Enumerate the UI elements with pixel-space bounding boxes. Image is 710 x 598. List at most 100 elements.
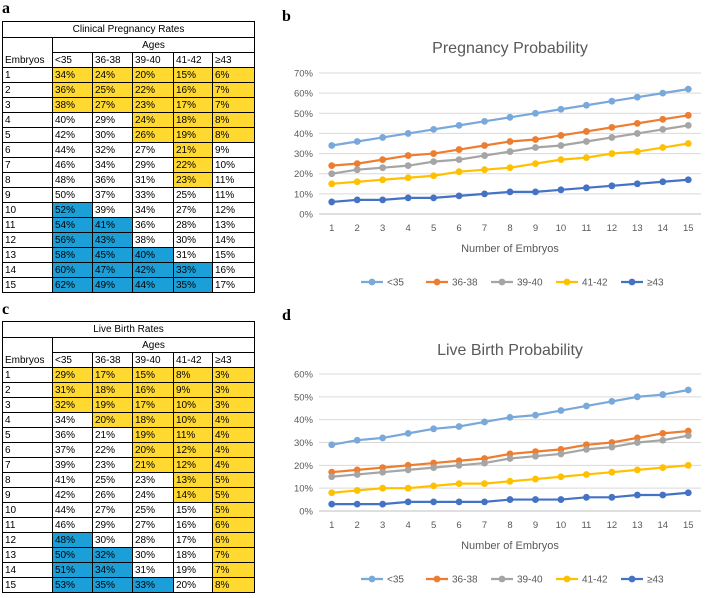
rate-cell: 33% <box>173 262 213 278</box>
data-point <box>353 166 361 174</box>
data-point <box>659 464 667 472</box>
data-point <box>532 496 539 503</box>
legend-label: 36-38 <box>452 575 478 586</box>
table-header-row: Embryos Ages <box>2 337 255 368</box>
data-point <box>608 468 616 476</box>
data-point <box>532 475 539 483</box>
x-tick-label: 13 <box>632 223 643 234</box>
x-tick-label: 1 <box>329 520 334 531</box>
rate-cell: 25% <box>92 82 133 98</box>
rate-cell: 22% <box>92 442 133 458</box>
table-row: 5 36% 21% 19% 11% 4% <box>2 427 255 443</box>
x-tick-label: 9 <box>533 520 538 531</box>
legend-label: ≥43 <box>647 575 664 586</box>
age-group-header: 41-42 <box>173 352 213 368</box>
data-point <box>353 178 361 186</box>
data-point <box>659 436 667 444</box>
rate-cell: 60% <box>52 262 93 278</box>
rate-cell: 48% <box>52 532 93 548</box>
data-point <box>455 423 463 430</box>
data-point <box>557 142 565 149</box>
table-row: 8 41% 25% 23% 13% 5% <box>2 472 255 488</box>
table-row: 6 37% 22% 20% 12% 4% <box>2 442 255 458</box>
age-group-header: 39-40 <box>132 52 174 68</box>
x-tick-label: 1 <box>329 223 334 234</box>
table-row: 14 60% 47% 42% 33% 16% <box>2 262 255 278</box>
data-point <box>506 496 514 503</box>
rate-cell: 42% <box>52 487 93 503</box>
rate-cell: 31% <box>132 172 174 188</box>
data-point <box>404 152 412 159</box>
legend-label: 36-38 <box>452 278 478 289</box>
data-point <box>481 480 488 487</box>
rate-cell: 4% <box>212 427 255 443</box>
rate-cell: 3% <box>212 367 255 383</box>
y-tick-label: 60% <box>294 370 314 381</box>
rate-cell: 42% <box>132 262 174 278</box>
data-point <box>328 162 336 170</box>
data-point <box>455 168 463 176</box>
y-tick-label: 40% <box>294 129 314 140</box>
rate-cell: 8% <box>212 112 255 128</box>
age-group-header: ≥43 <box>212 352 255 368</box>
data-point <box>659 178 667 186</box>
table-title: Clinical Pregnancy Rates <box>2 21 255 38</box>
data-point <box>328 500 336 508</box>
data-point <box>481 498 488 506</box>
rate-cell: 33% <box>132 577 174 593</box>
rate-cell: 11% <box>173 427 213 443</box>
x-axis-label: Number of Embryos <box>461 243 559 255</box>
y-tick-label: 20% <box>294 461 314 472</box>
legend-marker <box>433 278 441 286</box>
rate-cell: 21% <box>92 427 133 443</box>
rate-cell: 16% <box>173 82 213 98</box>
data-point <box>557 473 565 481</box>
legend-marker <box>368 575 376 583</box>
rate-cell: 48% <box>52 172 93 188</box>
x-tick-label: 5 <box>431 520 436 531</box>
rate-cell: 24% <box>132 112 174 128</box>
rate-cell: 43% <box>92 232 133 248</box>
legend-label: <35 <box>387 278 404 289</box>
table-row: 5 42% 30% 26% 19% 8% <box>2 127 255 143</box>
data-point <box>404 162 412 170</box>
x-tick-label: 10 <box>556 223 567 234</box>
embryo-count-cell: 8 <box>2 172 53 188</box>
table-row: 12 48% 30% 28% 17% 6% <box>2 532 255 548</box>
data-point <box>455 480 463 487</box>
data-point <box>404 484 412 492</box>
embryo-count-cell: 1 <box>2 367 53 383</box>
x-tick-label: 14 <box>658 223 669 234</box>
table-row: 13 50% 32% 30% 18% 7% <box>2 547 255 563</box>
rate-cell: 24% <box>92 67 133 83</box>
table-title: Live Birth Rates <box>2 321 255 338</box>
table-row: 11 54% 41% 36% 28% 13% <box>2 217 255 233</box>
rate-cell: 16% <box>212 262 255 278</box>
embryo-count-cell: 15 <box>2 277 53 293</box>
table-row: 14 51% 34% 31% 19% 7% <box>2 562 255 578</box>
rate-cell: 27% <box>132 517 174 533</box>
rate-cell: 4% <box>212 457 255 473</box>
data-point <box>684 432 692 440</box>
rate-cell: 21% <box>173 142 213 158</box>
embryos-header: Embryos <box>2 37 53 68</box>
y-tick-label: 10% <box>294 189 314 200</box>
y-tick-label: 20% <box>294 169 314 180</box>
rate-cell: 11% <box>212 187 255 203</box>
rate-cell: 22% <box>173 157 213 173</box>
rate-cell: 36% <box>52 82 93 98</box>
embryo-count-cell: 12 <box>2 532 53 548</box>
data-point <box>481 190 488 198</box>
rate-cell: 7% <box>212 547 255 563</box>
data-point <box>583 101 590 109</box>
embryo-count-cell: 10 <box>2 202 53 218</box>
data-point <box>481 459 488 467</box>
rate-cell: 41% <box>52 472 93 488</box>
data-point <box>684 489 692 497</box>
data-point <box>430 126 437 133</box>
data-point <box>633 466 641 474</box>
data-point <box>455 156 463 164</box>
x-tick-label: 6 <box>456 520 461 531</box>
rate-cell: 30% <box>173 232 213 248</box>
table-row: 1 29% 17% 15% 8% 3% <box>2 367 255 383</box>
